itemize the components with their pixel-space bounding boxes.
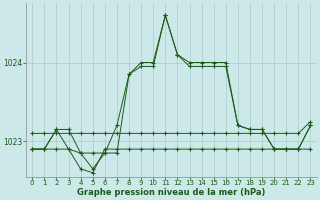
X-axis label: Graphe pression niveau de la mer (hPa): Graphe pression niveau de la mer (hPa) <box>77 188 266 197</box>
